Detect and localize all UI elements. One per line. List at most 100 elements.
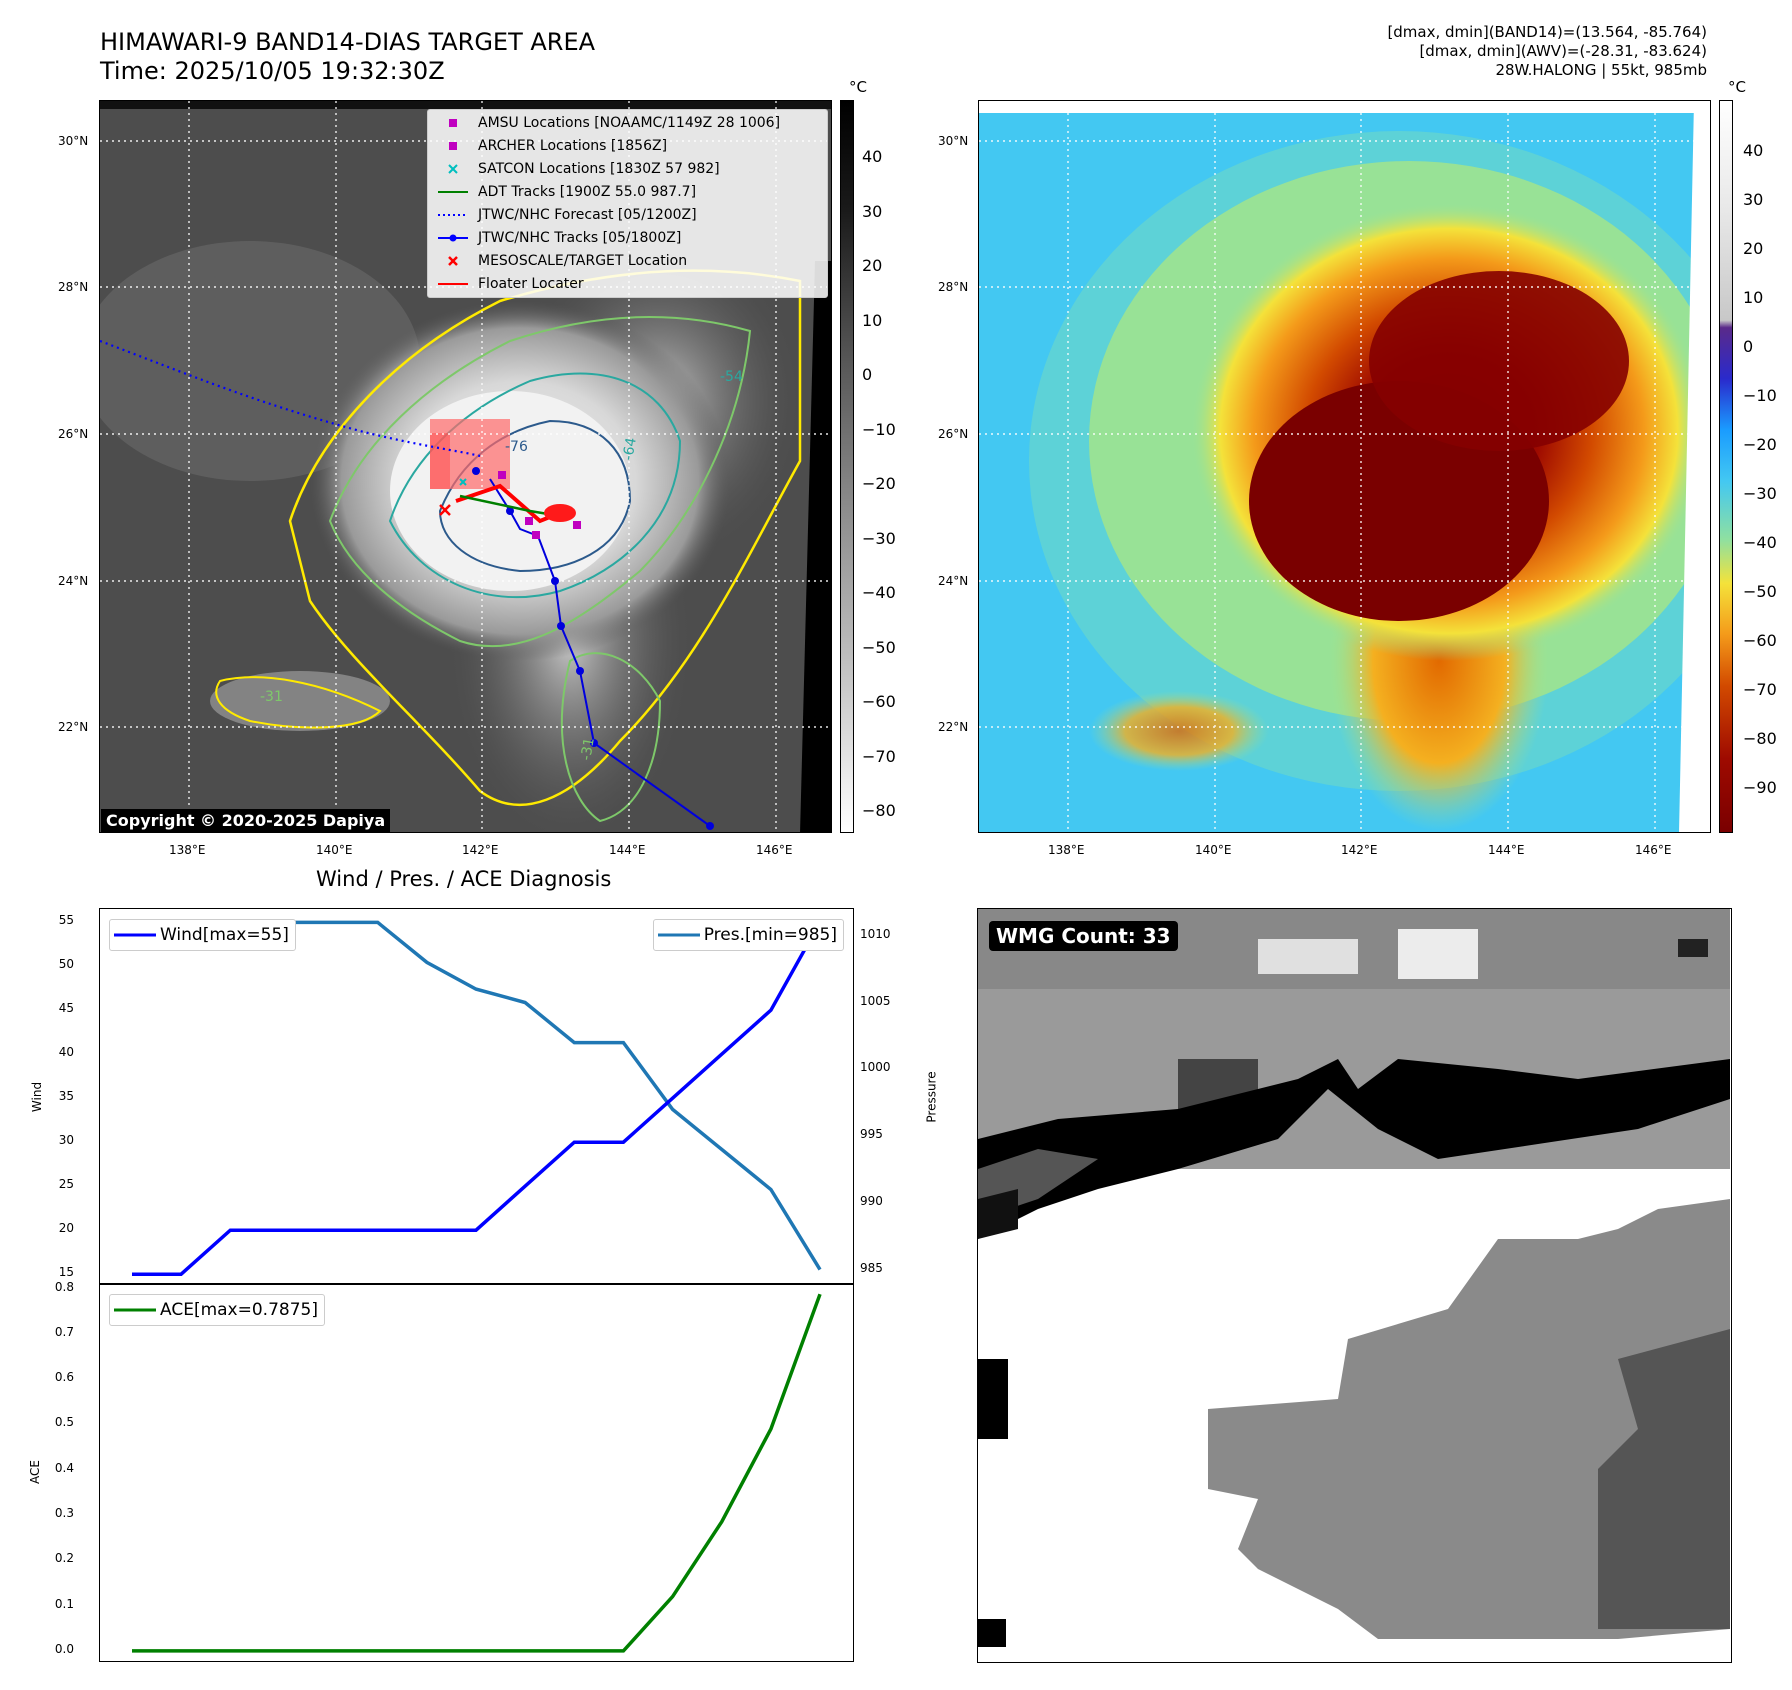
pressure-tick: 1000	[860, 1060, 891, 1075]
wind-pressure-panel: Wind[max=55] Pres.[min=985]	[99, 908, 854, 1285]
green-line-icon	[114, 1308, 156, 1312]
color-colorbar-tick: −80	[1743, 729, 1777, 748]
pressure-legend-label: Pres.[min=985]	[703, 925, 837, 945]
gray-colorbar-tick: 30	[862, 201, 883, 221]
contour-label: -31	[578, 736, 598, 761]
color-colorbar-tick: −40	[1743, 533, 1777, 552]
gray-colorbar	[840, 100, 854, 833]
color-ir-image	[979, 101, 1710, 832]
wind-tick: 40	[58, 1045, 74, 1060]
wind-pressure-plot	[132, 920, 822, 1276]
copyright-label: Copyright © 2020-2025 Dapiya	[101, 809, 391, 832]
legend-label: MESOSCALE/TARGET Location	[478, 253, 688, 269]
ace-tick: 0.6	[54, 1370, 74, 1385]
legend-label: Floater Locater	[478, 276, 584, 292]
gray-colorbar-tick: −50	[862, 637, 896, 657]
gray-colorbar-tick: −60	[862, 692, 896, 711]
color-colorbar-tick: −90	[1743, 778, 1777, 797]
wind-legend-label: Wind[max=55]	[160, 925, 289, 945]
lat-label: 24°N	[58, 574, 89, 588]
ace-tick: 0.3	[54, 1506, 74, 1521]
wind-tick: 35	[58, 1089, 74, 1104]
ace-tick: 0.1	[54, 1596, 74, 1611]
lon-label: 144°E	[609, 843, 646, 857]
ace-tick: 0.4	[54, 1460, 74, 1475]
wind-legend: Wind[max=55]	[109, 919, 296, 951]
wmg-count-badge: WMG Count: 33	[989, 921, 1178, 951]
gray-colorbar-tick: −10	[862, 419, 896, 439]
ace-legend-label: ACE[max=0.7875]	[160, 1300, 318, 1320]
wind-series-line	[132, 921, 822, 1276]
wind-tick: 45	[58, 1001, 74, 1016]
pressure-tick: 985	[860, 1260, 883, 1275]
pressure-series-line	[132, 920, 822, 1271]
wind-tick: 30	[58, 1133, 74, 1148]
lon-label: 144°E	[1488, 843, 1525, 857]
info-line-2: [dmax, dmin](AWV)=(-28.31, -83.624)	[1419, 42, 1707, 60]
contour-label: -76	[505, 439, 528, 455]
gray-colorbar-tick: −30	[862, 528, 896, 548]
pressure-tick: 990	[860, 1193, 883, 1208]
contour-label: -31	[260, 689, 283, 705]
x-marker-icon	[448, 164, 458, 174]
wmg-panel: WMG Count: 33	[977, 908, 1732, 1663]
line-marker-icon	[438, 283, 468, 285]
x-marker-icon	[448, 256, 458, 266]
line-dot-marker-icon	[438, 234, 468, 242]
gray-colorbar-tick: −70	[862, 746, 896, 766]
pressure-tick: 1005	[860, 993, 891, 1008]
gray-colorbar-tick: 0	[862, 365, 873, 384]
wind-tick: 15	[58, 1265, 74, 1280]
wind-tick: 20	[58, 1221, 74, 1236]
color-colorbar-tick: 20	[1743, 239, 1764, 258]
blue-line-icon	[114, 933, 156, 937]
pressure-tick: 1010	[860, 926, 891, 941]
gray-colorbar-tick: 40	[862, 147, 883, 166]
info-line-1: [dmax, dmin](BAND14)=(13.564, -85.764)	[1387, 23, 1707, 41]
ace-plot	[132, 1293, 822, 1653]
wind-tick: 25	[58, 1177, 74, 1192]
steel-line-icon	[657, 933, 700, 937]
color-colorbar-tick: 40	[1743, 141, 1764, 160]
color-colorbar	[1719, 100, 1733, 833]
legend-label: JTWC/NHC Forecast [05/1200Z]	[478, 207, 697, 223]
lat-label: 30°N	[58, 134, 89, 148]
ace-panel: ACE[max=0.7875]	[99, 1283, 854, 1662]
color-colorbar-tick: 10	[1743, 288, 1764, 307]
gray-colorbar-tick: 20	[862, 256, 883, 275]
diagnosis-title: Wind / Pres. / ACE Diagnosis	[316, 867, 612, 891]
legend-label: JTWC/NHC Tracks [05/1800Z]	[478, 230, 682, 246]
wmg-image	[978, 909, 1730, 1661]
lat-label: 22°N	[938, 720, 969, 734]
lat-label: 22°N	[58, 720, 89, 734]
ace-legend: ACE[max=0.7875]	[109, 1294, 325, 1326]
lat-label: 26°N	[938, 427, 969, 441]
color-colorbar-tick: 0	[1743, 337, 1754, 356]
color-colorbar-tick: 30	[1743, 190, 1764, 209]
gray-colorbar-tick: −80	[862, 801, 896, 820]
color-colorbar-unit: °C	[1728, 78, 1746, 96]
lat-label: 26°N	[58, 427, 89, 441]
gray-colorbar-unit: °C	[849, 78, 867, 96]
line-marker-icon	[438, 191, 468, 193]
color-colorbar-tick: −70	[1743, 680, 1777, 699]
contour-label: -54	[720, 369, 743, 385]
lon-label: 140°E	[316, 843, 353, 857]
color-colorbar-tick: −30	[1743, 484, 1777, 503]
info-line-3: 28W.HALONG | 55kt, 985mb	[1495, 61, 1707, 79]
lon-label: 140°E	[1195, 843, 1232, 857]
color-colorbar-tick: −60	[1743, 631, 1777, 650]
color-ir-map	[978, 100, 1711, 833]
lat-label: 24°N	[938, 574, 969, 588]
lon-label: 138°E	[1048, 843, 1085, 857]
gray-colorbar-tick: 10	[862, 310, 883, 330]
legend-label: SATCON Locations [1830Z 57 982]	[478, 161, 720, 177]
legend-label: AMSU Locations [NOAAMC/1149Z 28 1006]	[478, 115, 781, 131]
dotted-line-icon	[438, 214, 468, 216]
lon-label: 146°E	[1635, 843, 1672, 857]
color-colorbar-tick: −10	[1743, 386, 1777, 405]
ace-tick: 0.7	[54, 1324, 74, 1339]
pressure-axis-label: Pressure	[924, 1071, 939, 1123]
pressure-legend: Pres.[min=985]	[652, 919, 844, 951]
square-marker-icon	[449, 119, 457, 127]
